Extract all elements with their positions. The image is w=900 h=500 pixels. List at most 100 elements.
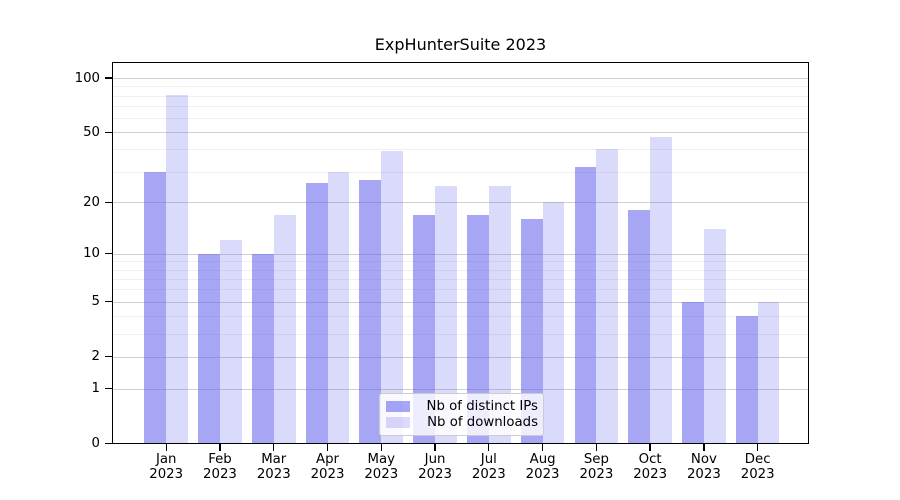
x-tick-label: Jan 2023 — [138, 452, 194, 483]
bar-feb-downloads — [219, 240, 242, 444]
legend-item-distinct-ips: Nb of distinct IPs — [386, 399, 538, 414]
y-tick-label: 20 — [83, 194, 100, 210]
bar-jul-downloads — [488, 185, 511, 444]
x-tick-mark — [326, 443, 329, 451]
legend-label-distinct-ips: Nb of distinct IPs — [426, 399, 538, 414]
y-minor-gridline — [112, 261, 809, 263]
x-tick-label: Sep 2023 — [568, 452, 624, 483]
x-tick-label: Apr 2023 — [300, 452, 356, 483]
bar-nov-downloads — [703, 229, 726, 444]
x-tick-year: 2023 — [471, 467, 506, 482]
x-tick-mark — [488, 443, 490, 451]
x-tick-month: Jul — [480, 451, 497, 467]
y-tick-mark — [105, 253, 112, 255]
bar-aug-downloads — [542, 202, 565, 444]
bar-may-distinct-ips — [359, 179, 382, 444]
x-tick-year: 2023 — [203, 467, 237, 482]
x-tick-label: Jul 2023 — [461, 452, 517, 483]
y-tick-label: 10 — [83, 246, 100, 262]
bar-may-downloads — [381, 151, 404, 444]
y-tick-mark — [105, 77, 112, 79]
x-tick-mark — [703, 443, 705, 451]
x-tick-label: Jun 2023 — [407, 452, 463, 483]
legend-swatch-distinct-ips — [386, 401, 410, 412]
y-minor-gridline — [112, 269, 809, 271]
bar-jan-downloads — [166, 94, 188, 444]
x-tick-month: Aug — [529, 451, 556, 467]
x-tick-mark — [219, 443, 221, 451]
y-minor-gridline — [112, 95, 809, 97]
y-tick-mark — [105, 131, 112, 133]
bar-apr-downloads — [327, 171, 350, 444]
bar-oct-distinct-ips — [628, 210, 651, 444]
y-tick-label: 1 — [91, 381, 100, 397]
x-tick-mark — [649, 443, 651, 451]
x-tick-label: Oct 2023 — [622, 452, 678, 483]
y-minor-gridline — [112, 149, 809, 151]
y-major-gridline — [112, 202, 809, 204]
y-tick-label: 2 — [91, 349, 100, 365]
y-tick-label: 100 — [74, 70, 100, 86]
x-tick-label: Dec 2023 — [730, 452, 786, 483]
x-tick-label: Mar 2023 — [246, 452, 302, 483]
y-minor-gridline — [112, 278, 809, 280]
x-tick-month: Mar — [261, 451, 287, 467]
x-tick-month: Oct — [638, 451, 662, 467]
x-tick-label: Nov 2023 — [676, 452, 732, 483]
x-tick-label: May 2023 — [353, 452, 409, 483]
x-tick-year: 2023 — [686, 467, 721, 482]
bar-sep-downloads — [596, 149, 619, 444]
x-tick-mark — [273, 443, 275, 451]
chart-title: ExpHunterSuite 2023 — [374, 35, 547, 54]
x-tick-year: 2023 — [256, 467, 291, 482]
x-tick-year: 2023 — [364, 467, 399, 482]
x-tick-mark — [757, 443, 759, 451]
bar-jan-distinct-ips — [144, 171, 167, 444]
y-major-gridline — [112, 301, 809, 303]
x-tick-year: 2023 — [579, 467, 614, 482]
x-tick-year: 2023 — [633, 467, 668, 482]
bar-mar-distinct-ips — [251, 253, 274, 444]
legend-label-downloads: Nb of downloads — [427, 415, 538, 430]
y-tick-mark — [105, 387, 112, 390]
legend: Nb of distinct IPs Nb of downloads — [379, 393, 544, 436]
bar-oct-downloads — [650, 137, 672, 444]
bar-aug-distinct-ips — [520, 219, 543, 444]
x-tick-year: 2023 — [149, 467, 184, 482]
y-tick-mark — [105, 300, 112, 303]
x-tick-label: Feb 2023 — [192, 452, 248, 483]
x-tick-month: Apr — [315, 451, 339, 467]
y-tick-label: 0 — [91, 436, 100, 451]
legend-item-downloads: Nb of downloads — [386, 415, 538, 430]
y-major-gridline — [112, 388, 809, 390]
x-tick-mark — [541, 443, 544, 451]
y-tick-label: 50 — [83, 124, 100, 140]
legend-swatch-downloads — [386, 417, 410, 428]
x-tick-year: 2023 — [740, 467, 775, 482]
y-minor-gridline — [112, 86, 809, 88]
y-major-gridline — [112, 356, 809, 358]
x-tick-month: Jun — [424, 451, 446, 467]
x-tick-month: May — [367, 451, 396, 467]
x-tick-year: 2023 — [418, 467, 452, 482]
y-minor-gridline — [112, 106, 809, 107]
bar-jun-downloads — [435, 185, 457, 444]
x-tick-mark — [165, 443, 167, 451]
bar-jul-distinct-ips — [467, 214, 489, 444]
y-major-gridline — [112, 253, 809, 255]
x-tick-month: Dec — [744, 451, 771, 467]
y-major-gridline — [112, 78, 809, 80]
y-minor-gridline — [112, 118, 809, 120]
y-tick-label: 5 — [91, 294, 100, 310]
x-tick-mark — [434, 443, 436, 451]
bar-feb-distinct-ips — [198, 253, 220, 444]
bar-sep-distinct-ips — [574, 166, 597, 444]
x-tick-month: Jan — [155, 451, 177, 467]
x-tick-mark — [380, 443, 382, 451]
bar-mar-downloads — [273, 214, 296, 444]
y-tick-mark — [105, 201, 112, 204]
